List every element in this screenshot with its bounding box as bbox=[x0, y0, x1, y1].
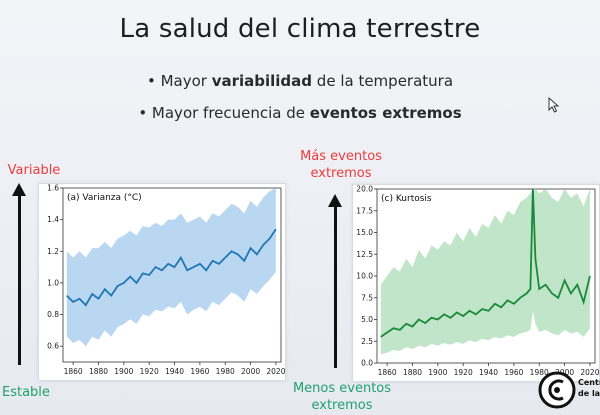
y-tick-label: 0.8 bbox=[47, 310, 59, 319]
y-tick-label: 5.0 bbox=[361, 315, 373, 324]
y-tick-label: 1.0 bbox=[47, 278, 59, 287]
y-tick-label: 1.4 bbox=[47, 215, 59, 224]
arrow-up-icon bbox=[12, 183, 26, 196]
chart-panel-kurtosis: 1860 1880 1900 1920 1940 1960 1980 2000 2020 0.0 2… bbox=[352, 184, 600, 382]
left-bottom-label: Estable bbox=[2, 385, 50, 400]
y-tick-label: 7.5 bbox=[361, 293, 373, 302]
left-top-label: Variable bbox=[7, 163, 61, 178]
variance-chart: 1860 1880 1900 1920 1940 1960 1980 2000 2020 0.6 0… bbox=[47, 184, 285, 376]
uncertainty-band bbox=[66, 188, 276, 347]
arrow-up-icon bbox=[328, 194, 342, 207]
series-line bbox=[380, 188, 591, 338]
x-tick-label: 1900 bbox=[428, 368, 447, 377]
x-tick-label: 1860 bbox=[64, 367, 83, 376]
y-tick-label: 1.6 bbox=[47, 184, 59, 193]
x-tick-label: 1880 bbox=[403, 368, 422, 377]
y-tick-label: 10.0 bbox=[356, 272, 373, 281]
x-tick-label: 1880 bbox=[89, 367, 108, 376]
x-tick-label: 1980 bbox=[216, 367, 235, 376]
logo-text-line1: Centro bbox=[578, 378, 600, 387]
y-tick-label: 0.0 bbox=[361, 359, 373, 368]
x-tick-label: 1980 bbox=[530, 368, 549, 377]
x-tick-label: 2020 bbox=[580, 368, 599, 377]
y-tick-label: 2.5 bbox=[361, 337, 373, 346]
chart-title: (a) Varianza (°C) bbox=[67, 193, 142, 203]
right-bottom-label-2: extremos bbox=[311, 398, 373, 413]
x-tick-label: 1920 bbox=[454, 368, 473, 377]
slide-title: La salud del clima terrestre bbox=[119, 14, 481, 44]
x-tick-label: 2020 bbox=[266, 367, 285, 376]
x-tick-label: 1900 bbox=[114, 367, 133, 376]
x-tick-label: 1940 bbox=[479, 368, 498, 377]
chart-title: (c) Kurtosis bbox=[381, 194, 432, 204]
x-tick-label: 1960 bbox=[504, 368, 523, 377]
x-tick-label: 2000 bbox=[241, 367, 260, 376]
mouse-cursor-icon bbox=[548, 97, 560, 113]
x-tick-label: 1860 bbox=[378, 368, 397, 377]
kurtosis-chart: 1860 1880 1900 1920 1940 1960 1980 2000 2020 0.0 2… bbox=[356, 185, 599, 377]
y-tick-label: 20.0 bbox=[356, 185, 373, 194]
bullet-extreme-events: • Mayor frecuencia de eventos extremos bbox=[138, 104, 462, 122]
y-tick-label: 17.5 bbox=[356, 206, 373, 215]
right-arrow-shaft bbox=[334, 206, 337, 368]
x-tick-label: 1940 bbox=[165, 367, 184, 376]
left-arrow-shaft bbox=[18, 195, 21, 365]
uncertainty-band bbox=[380, 189, 590, 355]
chart-panel-variance: 1860 1880 1900 1920 1940 1960 1980 2000 2020 0.6 0… bbox=[38, 183, 286, 381]
right-top-label-2: extremos bbox=[310, 166, 372, 181]
right-top-label-1: Más eventos bbox=[300, 149, 382, 164]
series-line bbox=[66, 228, 277, 307]
y-tick-label: 0.6 bbox=[47, 342, 59, 351]
logo-text-line2: de la C bbox=[578, 389, 600, 398]
bullet-variability: • Mayor variabilidad de la temperatura bbox=[146, 72, 454, 90]
y-tick-label: 1.2 bbox=[47, 247, 59, 256]
y-tick-label: 12.5 bbox=[356, 250, 373, 259]
y-tick-label: 15.0 bbox=[356, 228, 373, 237]
x-tick-label: 2000 bbox=[555, 368, 574, 377]
right-bottom-label-1: Menos eventos bbox=[292, 381, 392, 396]
logo-icon bbox=[538, 371, 576, 409]
x-tick-label: 1920 bbox=[140, 367, 159, 376]
x-tick-label: 1960 bbox=[190, 367, 209, 376]
